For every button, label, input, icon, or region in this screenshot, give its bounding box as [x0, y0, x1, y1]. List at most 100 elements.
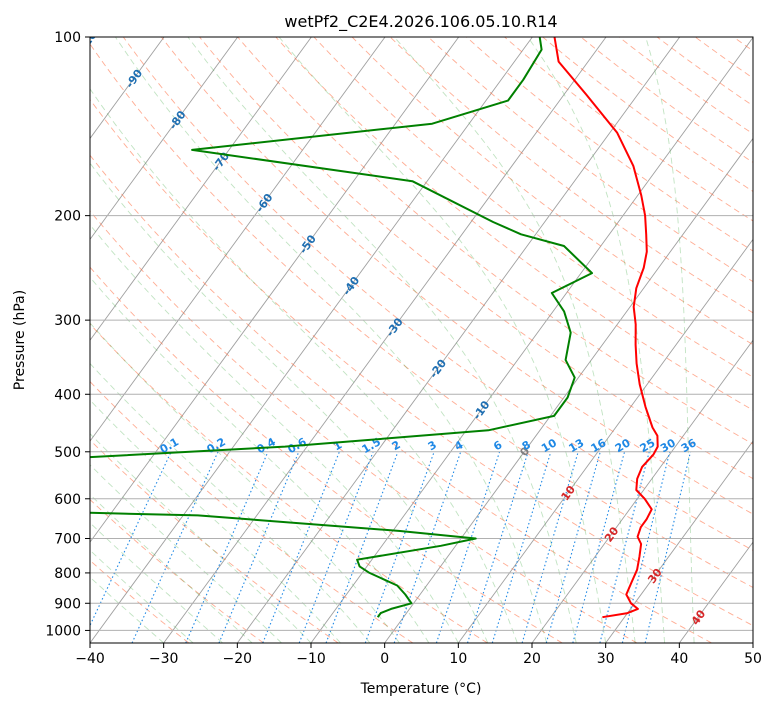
moist-adiabat-line — [278, 37, 607, 643]
dewpoint-profile-line — [90, 37, 593, 618]
isotherm-line — [90, 37, 386, 442]
dry-adiabat-line — [466, 37, 753, 252]
isotherm-line — [752, 642, 753, 643]
mixing-ratio-line — [298, 451, 374, 643]
isotherm-label: -30 — [384, 315, 406, 339]
mixing-ratio-label: 36 — [679, 436, 699, 455]
mixing-ratio-line — [599, 451, 650, 643]
mixing-ratio-label: 3 — [426, 438, 439, 453]
mixing-ratio-label: 10 — [539, 436, 559, 455]
moist-adiabat-line — [90, 162, 489, 643]
isotherm-label: -40 — [340, 274, 362, 298]
chart-title: wetPf2_C2E4.2026.106.05.10.R14 — [284, 12, 557, 32]
mixing-ratio-line — [466, 451, 529, 643]
isotherm-line — [163, 37, 607, 643]
x-tick-label: 10 — [449, 651, 467, 667]
mixing-ratio-line — [364, 451, 435, 643]
mixing-ratio-label: 2 — [390, 438, 403, 453]
mixing-ratio-line — [521, 451, 579, 643]
mixing-ratio-line — [131, 451, 219, 643]
isotherm-label: -20 — [427, 357, 449, 381]
isotherm-label: -60 — [253, 191, 275, 215]
dry-adiabat-line — [733, 37, 753, 52]
dry-adiabat-line — [237, 37, 753, 445]
y-tick-label: 700 — [54, 532, 81, 548]
sounding-series — [90, 37, 659, 619]
moist-adiabat-line — [90, 493, 253, 643]
x-tick-label: 20 — [523, 651, 541, 667]
dry-adiabat-line — [90, 380, 414, 643]
moist-adiabat-line — [90, 362, 371, 643]
moist-adiabat-line — [90, 464, 282, 643]
isotherm-label: 30 — [645, 566, 665, 586]
dry-adiabat-line — [90, 498, 264, 643]
moist-adiabat-line — [527, 37, 666, 643]
mixing-ratio-label: 13 — [567, 436, 587, 455]
dry-adiabat-line — [199, 37, 753, 480]
isotherm-label: 40 — [689, 607, 709, 627]
x-tick-label: 50 — [744, 651, 762, 667]
mixing-ratio-line — [435, 451, 501, 643]
dry-adiabat-line — [275, 37, 753, 411]
y-axis-ticks: 100 200 300 400 500 600 700 800 900 1000 — [45, 30, 90, 639]
mixing-ratio-line — [90, 451, 172, 627]
y-tick-label: 100 — [54, 30, 81, 46]
dry-adiabat-line — [90, 439, 339, 643]
isotherm-line — [90, 37, 533, 643]
dry-adiabat-line — [90, 210, 638, 643]
moist-adiabat-line — [90, 399, 341, 643]
mixing-ratio-label: 30 — [658, 436, 678, 455]
isotherm-line — [457, 238, 753, 643]
dry-adiabat-line — [90, 559, 190, 643]
mixing-ratio-labels: 0.1 0.2 0.4 0.6 1 1.5 2 3 4 6 8 10 13 16 20 25 30 36 — [158, 435, 699, 456]
background-lines — [90, 37, 753, 643]
moist-adiabat-line — [90, 88, 518, 643]
moist-adiabat-line — [187, 37, 577, 643]
mixing-ratio-label: 16 — [589, 436, 609, 455]
moist-adiabat-line — [90, 522, 223, 643]
mixing-ratio-line — [644, 451, 692, 643]
isotherm-line — [384, 137, 753, 643]
isotherm-label: -50 — [297, 232, 319, 256]
x-tick-label: 40 — [670, 651, 688, 667]
x-tick-label: −30 — [149, 651, 179, 667]
dry-adiabat-line — [618, 37, 753, 135]
pressure-gridlines — [90, 37, 753, 631]
dry-adiabat-line — [656, 37, 753, 107]
y-tick-label: 900 — [54, 596, 81, 612]
dry-adiabat-line — [161, 37, 753, 515]
mixing-ratio-label: 0.4 — [255, 435, 279, 456]
mixing-ratio-line — [572, 451, 626, 643]
y-tick-label: 400 — [54, 387, 81, 403]
dry-adiabat-line — [504, 37, 753, 222]
mixing-ratio-line — [262, 451, 340, 643]
y-tick-label: 600 — [54, 492, 81, 508]
moist-adiabat-line — [90, 549, 194, 643]
dry-adiabat-line — [90, 98, 753, 627]
moist-adiabat-line — [90, 224, 459, 643]
moist-adiabat-line — [393, 37, 636, 643]
isotherm-line — [605, 440, 753, 643]
dry-adiabat-line — [427, 37, 753, 283]
isotherm-line — [678, 541, 753, 643]
y-tick-label: 1000 — [45, 623, 81, 639]
x-tick-label: 30 — [597, 651, 615, 667]
x-axis-label: Temperature (°C) — [360, 681, 482, 697]
y-tick-label: 800 — [54, 566, 81, 582]
x-tick-label: 0 — [380, 651, 389, 667]
dry-adiabat-line — [389, 37, 753, 314]
mixing-ratio-label: 6 — [491, 438, 504, 453]
dry-adiabat-line — [313, 37, 753, 378]
moist-adiabat-line — [90, 276, 430, 643]
mixing-ratio-line — [185, 451, 269, 643]
mixing-ratio-line — [218, 451, 300, 643]
temperature-profile-line — [553, 37, 659, 619]
dry-adiabat-line — [90, 43, 753, 588]
moist-adiabat-line — [115, 37, 548, 643]
x-tick-label: −20 — [223, 651, 253, 667]
moist-adiabat-line — [90, 576, 164, 643]
isotherm-label: -10 — [470, 398, 492, 422]
dry-adiabat-line — [694, 37, 753, 79]
dry-adiabat-line — [351, 37, 753, 346]
